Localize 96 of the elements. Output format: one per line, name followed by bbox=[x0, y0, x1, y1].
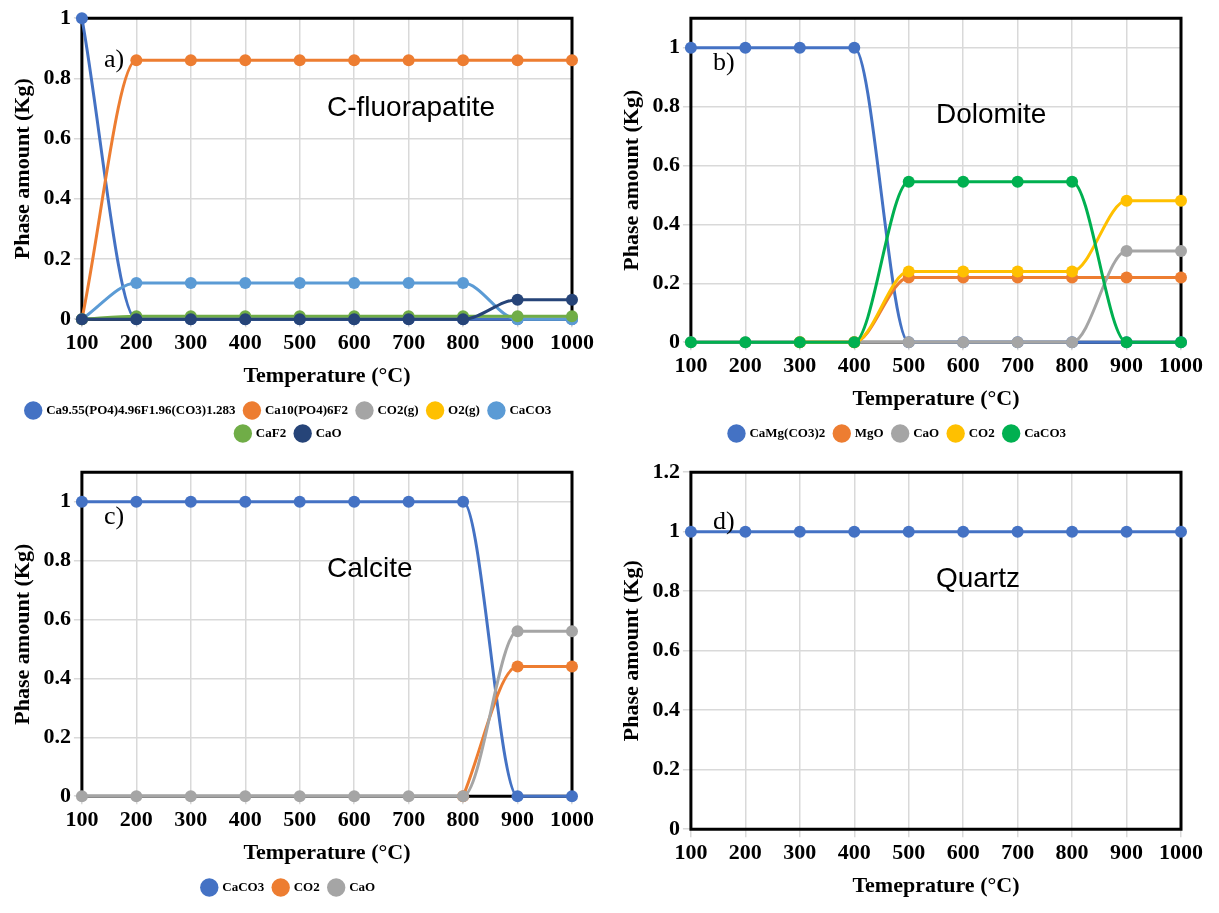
annotation: b) bbox=[712, 47, 735, 77]
y-axis-title: Phase amount (Kg) bbox=[617, 560, 643, 742]
y-tick-label: 1 bbox=[668, 33, 680, 59]
legend-label: CaO bbox=[913, 424, 940, 440]
x-tick-label: 500 bbox=[892, 352, 926, 378]
legend-label: Ca10(PO4)6F2 bbox=[264, 401, 348, 417]
y-tick-label: 0 bbox=[668, 327, 680, 353]
y-tick-label: 0 bbox=[59, 781, 71, 807]
legend-label: Ca9.55(PO4)4.96F1.96(CO3)1.283 bbox=[46, 401, 236, 417]
x-tick-label: 200 bbox=[119, 329, 153, 355]
x-tick-label: 600 bbox=[946, 839, 980, 865]
y-tick-label: 0.4 bbox=[652, 210, 680, 236]
legend-label: CaO bbox=[349, 878, 376, 894]
x-tick-label: 300 bbox=[783, 839, 817, 865]
x-tick-label: 700 bbox=[392, 806, 426, 832]
legend-label: CaO bbox=[315, 424, 342, 440]
legend-label: CO2 bbox=[293, 878, 320, 894]
y-tick-label: 0.6 bbox=[652, 151, 680, 177]
annotation: Calcite bbox=[326, 552, 413, 584]
x-tick-label: 600 bbox=[946, 352, 980, 378]
y-tick-label: 0.6 bbox=[652, 636, 680, 662]
legend-label: CO2 bbox=[968, 424, 995, 440]
x-tick-label: 1000 bbox=[550, 806, 594, 832]
legend-label: CaF2 bbox=[255, 424, 287, 440]
x-tick-label: 700 bbox=[392, 329, 426, 355]
x-axis-title: Temperature (°C) bbox=[243, 839, 411, 865]
y-tick-label: 0.4 bbox=[43, 184, 71, 210]
y-tick-label: 1 bbox=[59, 487, 71, 513]
x-tick-label: 100 bbox=[65, 329, 99, 355]
x-tick-label: 200 bbox=[119, 806, 153, 832]
y-tick-label: 0.4 bbox=[652, 695, 680, 721]
annotation: Quartz bbox=[935, 562, 1020, 594]
x-tick-label: 400 bbox=[837, 839, 871, 865]
x-tick-label: 100 bbox=[65, 806, 99, 832]
x-tick-label: 900 bbox=[501, 806, 535, 832]
y-axis-title: Phase amount (Kg) bbox=[8, 543, 34, 725]
x-tick-label: 700 bbox=[1001, 839, 1035, 865]
legend-label: CO2(g) bbox=[377, 401, 419, 417]
x-tick-label: 400 bbox=[228, 806, 262, 832]
legend-label: CaCO3 bbox=[509, 401, 552, 417]
x-tick-label: 700 bbox=[1001, 352, 1035, 378]
x-axis-title: Temperature (°C) bbox=[852, 385, 1020, 411]
x-tick-label: 600 bbox=[337, 806, 371, 832]
x-tick-label: 900 bbox=[1110, 352, 1144, 378]
x-tick-label: 900 bbox=[1110, 839, 1144, 865]
legend-label: MgO bbox=[854, 424, 884, 440]
y-tick-label: 0.2 bbox=[652, 268, 680, 294]
y-tick-label: 1 bbox=[668, 517, 680, 543]
y-tick-label: 0.8 bbox=[43, 64, 71, 90]
x-tick-label: 500 bbox=[283, 329, 317, 355]
x-tick-label: 300 bbox=[174, 329, 208, 355]
y-tick-label: 0.4 bbox=[43, 664, 71, 690]
x-tick-label: 300 bbox=[174, 806, 208, 832]
y-tick-label: 0.8 bbox=[652, 92, 680, 118]
x-tick-label: 1000 bbox=[1159, 839, 1203, 865]
y-tick-label: 0.2 bbox=[43, 244, 71, 270]
legend-label: CaCO3 bbox=[1024, 424, 1067, 440]
x-tick-label: 100 bbox=[674, 839, 708, 865]
y-tick-label: 0.2 bbox=[43, 722, 71, 748]
x-tick-label: 300 bbox=[783, 352, 817, 378]
x-tick-label: 1000 bbox=[550, 329, 594, 355]
x-tick-label: 800 bbox=[446, 806, 480, 832]
legend-label: CaMg(CO3)2 bbox=[749, 424, 826, 440]
y-tick-label: 1 bbox=[59, 3, 71, 29]
y-tick-label: 0 bbox=[59, 304, 71, 330]
y-tick-label: 0 bbox=[668, 814, 680, 840]
x-tick-label: 200 bbox=[728, 839, 762, 865]
y-axis-title: Phase amount (Kg) bbox=[617, 89, 643, 271]
x-tick-label: 600 bbox=[337, 329, 371, 355]
x-tick-label: 800 bbox=[446, 329, 480, 355]
x-tick-label: 900 bbox=[501, 329, 535, 355]
y-tick-label: 1.2 bbox=[652, 457, 680, 483]
annotation: a) bbox=[103, 44, 125, 74]
x-axis-title: Temeprature (°C) bbox=[852, 872, 1020, 898]
x-tick-label: 100 bbox=[674, 352, 708, 378]
x-tick-label: 1000 bbox=[1159, 352, 1203, 378]
annotation: c) bbox=[103, 501, 125, 531]
x-tick-label: 400 bbox=[837, 352, 871, 378]
annotation: C-fluorapatite bbox=[326, 91, 496, 123]
x-axis-title: Temperature (°C) bbox=[243, 362, 411, 388]
x-tick-label: 500 bbox=[892, 839, 926, 865]
x-tick-label: 500 bbox=[283, 806, 317, 832]
y-tick-label: 0.6 bbox=[43, 124, 71, 150]
y-tick-label: 0.6 bbox=[43, 605, 71, 631]
annotation: Dolomite bbox=[935, 98, 1047, 130]
x-tick-label: 400 bbox=[228, 329, 262, 355]
legend-label: CaCO3 bbox=[222, 878, 265, 894]
x-tick-label: 800 bbox=[1055, 839, 1089, 865]
legend-label: O2(g) bbox=[448, 401, 480, 417]
y-axis-title: Phase amount (Kg) bbox=[8, 78, 34, 260]
annotation: d) bbox=[712, 506, 735, 536]
y-tick-label: 0.8 bbox=[652, 576, 680, 602]
y-tick-label: 0.8 bbox=[43, 546, 71, 572]
x-tick-label: 200 bbox=[728, 352, 762, 378]
y-tick-label: 0.2 bbox=[652, 755, 680, 781]
x-tick-label: 800 bbox=[1055, 352, 1089, 378]
